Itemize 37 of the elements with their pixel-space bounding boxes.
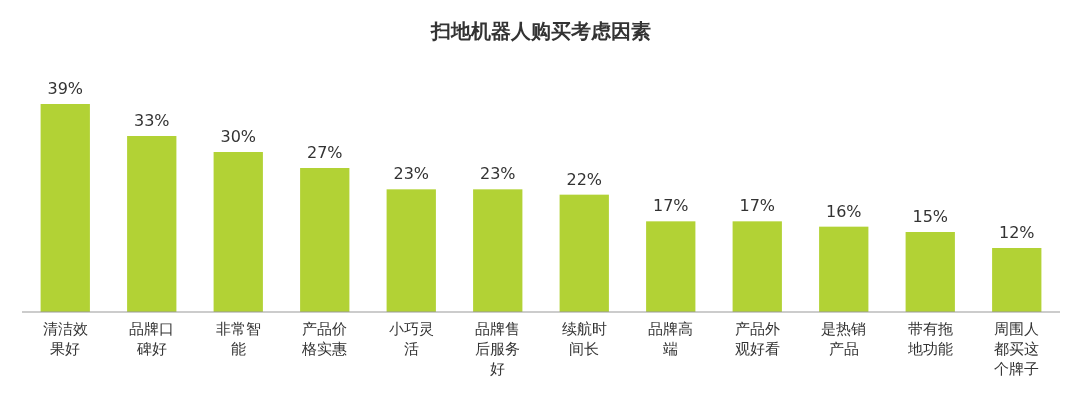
chart-title: 扫地机器人购买考虑因素 bbox=[429, 19, 651, 43]
bar bbox=[992, 248, 1042, 312]
data-label: 17% bbox=[739, 196, 776, 216]
data-label: 39% bbox=[47, 79, 84, 98]
x-tick-label: 非常智能 bbox=[215, 320, 261, 358]
x-tick-label: 清洁效果好 bbox=[42, 320, 88, 358]
x-tick-label: 品牌口碑好 bbox=[129, 320, 175, 358]
x-tick-label: 续航时间长 bbox=[561, 320, 607, 358]
x-tick-label: 周围人都买这个牌子 bbox=[994, 320, 1040, 378]
data-label: 23% bbox=[479, 164, 516, 184]
x-tick-label: 带有拖地功能 bbox=[906, 320, 953, 358]
x-tick-label: 产品价格实惠 bbox=[301, 320, 348, 358]
x-tick-label: 品牌高端 bbox=[648, 320, 694, 358]
bar bbox=[386, 189, 436, 312]
bar bbox=[213, 152, 263, 312]
data-label: 33% bbox=[133, 111, 170, 130]
data-label: 23% bbox=[393, 164, 430, 184]
data-label: 30% bbox=[220, 127, 257, 146]
bar bbox=[732, 221, 782, 312]
x-tick-label: 是热销产品 bbox=[821, 320, 867, 358]
x-tick-label: 小巧灵活 bbox=[388, 320, 434, 358]
data-label: 16% bbox=[825, 201, 862, 221]
data-label: 15% bbox=[912, 207, 949, 226]
bar bbox=[473, 189, 523, 312]
bar bbox=[819, 226, 869, 312]
bar bbox=[127, 136, 177, 312]
bar bbox=[559, 194, 609, 312]
bar bbox=[905, 232, 955, 312]
data-label: 27% bbox=[306, 143, 343, 162]
x-tick-label: 品牌售后服务好 bbox=[475, 320, 521, 378]
data-label: 22% bbox=[566, 169, 603, 189]
bar bbox=[40, 104, 90, 312]
bar bbox=[646, 221, 696, 312]
bar bbox=[300, 168, 350, 312]
x-tick-label: 产品外观好看 bbox=[734, 320, 780, 358]
data-label: 12% bbox=[998, 223, 1035, 242]
data-label: 17% bbox=[652, 196, 689, 216]
